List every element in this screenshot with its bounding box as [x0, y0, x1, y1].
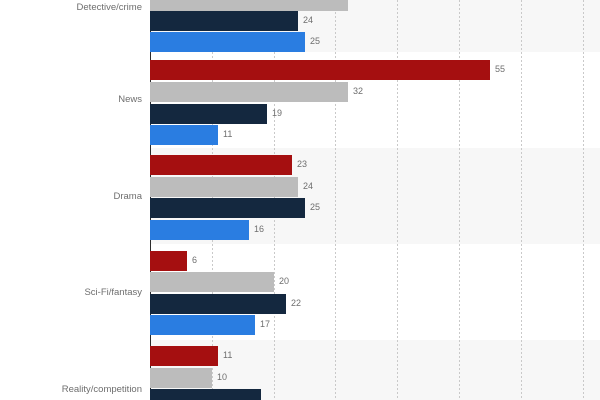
bar-series-2[interactable] [150, 368, 212, 388]
bar-value-label: 55 [495, 64, 506, 74]
bar-value-label: 10 [217, 372, 228, 382]
category-label: Detective/crime [76, 2, 142, 13]
bar-value-label: 11 [223, 350, 233, 360]
category-label: Drama [113, 191, 142, 202]
bar-value-label: 23 [297, 159, 308, 169]
bar-series-2[interactable] [150, 0, 348, 11]
bar-value-label: 16 [254, 224, 265, 234]
bar-series-4[interactable] [150, 220, 249, 240]
bar-value-label: 32 [353, 86, 364, 96]
bar-series-4[interactable] [150, 125, 218, 145]
bar-series-2[interactable] [150, 82, 348, 102]
bar-series-3[interactable] [150, 104, 267, 124]
gridline [397, 0, 398, 400]
bar-series-3[interactable] [150, 294, 286, 314]
bar-series-1[interactable] [150, 251, 187, 271]
gridline [521, 0, 522, 400]
bar-series-4[interactable] [150, 32, 305, 52]
category-label: Reality/competition [61, 384, 142, 395]
bar-value-label: 24 [303, 15, 314, 25]
bar-value-label: 25 [310, 36, 321, 46]
bar-value-label: 17 [260, 319, 271, 329]
bar-series-2[interactable] [150, 272, 274, 292]
gridline [583, 0, 584, 400]
bar-series-3[interactable] [150, 198, 305, 218]
bar-value-label: 6 [192, 255, 198, 265]
bar-value-label: 20 [279, 276, 290, 286]
bar-series-1[interactable] [150, 60, 490, 80]
bar-value-label: 24 [303, 181, 314, 191]
bar-series-1[interactable] [150, 155, 292, 175]
bar-value-label: 22 [291, 298, 302, 308]
gridline [335, 0, 336, 400]
bar-value-label: 19 [272, 108, 283, 118]
bar-series-3[interactable] [150, 389, 261, 400]
bar-series-4[interactable] [150, 315, 255, 335]
gridline [459, 0, 460, 400]
category-label: News [118, 94, 142, 105]
bar-series-1[interactable] [150, 346, 218, 366]
bar-series-3[interactable] [150, 11, 298, 31]
bar-value-label: 25 [310, 202, 321, 212]
bar-series-2[interactable] [150, 177, 298, 197]
bar-value-label: 11 [223, 129, 233, 139]
category-label: Sci-Fi/fantasy [84, 287, 142, 298]
